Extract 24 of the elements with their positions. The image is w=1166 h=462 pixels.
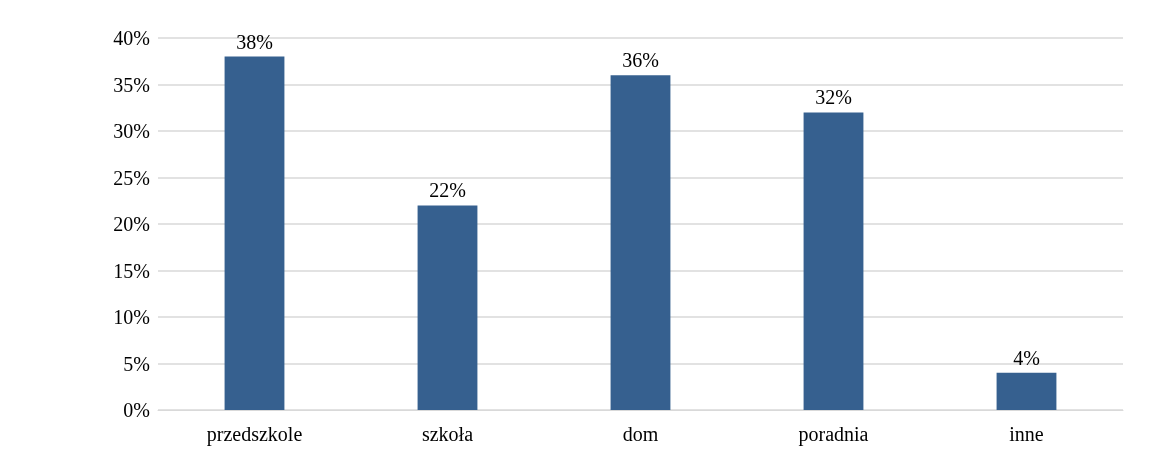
- x-tick-label: szkoła: [421, 423, 474, 445]
- y-tick-label: 35%: [113, 73, 150, 96]
- x-tick-label: dom: [622, 423, 659, 445]
- y-tick-label: 30%: [113, 120, 150, 142]
- bar: [417, 205, 478, 410]
- data-label: 22%: [429, 179, 466, 202]
- x-tick-label: poradnia: [798, 423, 869, 446]
- data-label: 38%: [236, 30, 273, 53]
- y-tick-label: 5%: [123, 352, 150, 375]
- y-tick-label: 25%: [113, 166, 150, 189]
- x-tick-label: przedszkole: [206, 423, 303, 446]
- y-tick-label: 20%: [113, 213, 150, 235]
- data-label: 36%: [622, 49, 659, 72]
- y-tick-label: 40%: [113, 27, 150, 49]
- data-label: 32%: [815, 86, 852, 109]
- x-tick-label: inne: [1009, 423, 1044, 445]
- y-tick-label: 10%: [113, 306, 150, 328]
- y-tick-label: 15%: [113, 259, 150, 282]
- bar: [803, 112, 864, 410]
- bar: [996, 372, 1057, 410]
- bar: [610, 75, 671, 410]
- y-tick-label: 0%: [123, 399, 150, 421]
- bar: [224, 56, 285, 410]
- data-label: 4%: [1013, 346, 1040, 369]
